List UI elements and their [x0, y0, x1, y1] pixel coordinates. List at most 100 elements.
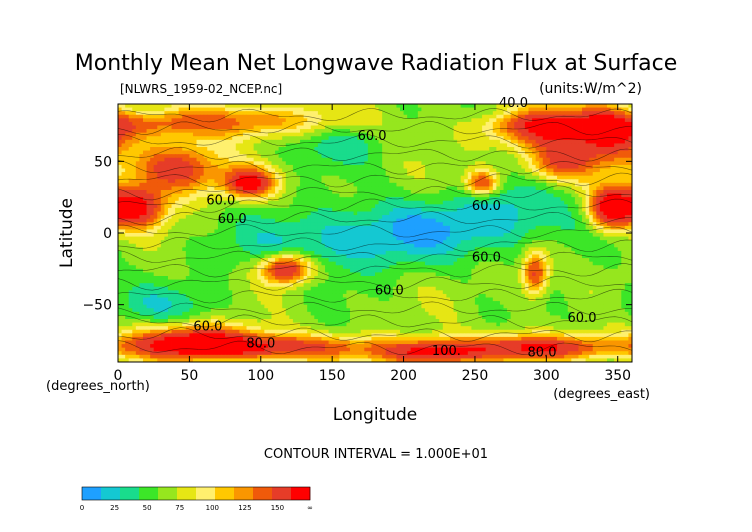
field-cell: [282, 190, 287, 194]
field-cell: [453, 204, 458, 209]
field-cell: [246, 222, 251, 227]
field-cell: [135, 125, 140, 130]
field-cell: [332, 218, 337, 223]
field-cell: [571, 182, 576, 187]
field-cell: [325, 179, 329, 184]
field-cell: [325, 136, 329, 141]
field-cell: [432, 150, 437, 155]
field-cell: [607, 150, 611, 155]
field-cell: [232, 129, 237, 134]
field-cell: [332, 114, 337, 119]
field-cell: [464, 204, 469, 209]
field-cell: [157, 200, 162, 205]
field-cell: [118, 154, 122, 159]
field-cell: [353, 193, 358, 198]
field-cell: [510, 104, 515, 108]
field-cell: [460, 147, 465, 151]
field-cell: [382, 129, 387, 134]
field-cell: [350, 222, 354, 227]
field-cell: [246, 143, 251, 148]
field-cell: [350, 132, 354, 137]
field-cell: [260, 211, 265, 216]
field-cell: [350, 190, 354, 194]
field-cell: [139, 179, 144, 184]
field-cell: [592, 129, 597, 134]
field-cell: [410, 190, 415, 194]
field-cell: [403, 222, 408, 227]
field-cell: [346, 125, 351, 130]
field-cell: [196, 182, 201, 187]
field-cell: [446, 154, 451, 159]
field-cell: [210, 150, 215, 155]
field-cell: [250, 143, 255, 148]
field-cell: [235, 114, 240, 119]
field-cell: [542, 186, 547, 191]
field-cell: [160, 168, 165, 173]
field-cell: [221, 147, 226, 151]
field-cell: [342, 125, 347, 130]
field-cell: [449, 200, 454, 205]
field-cell: [189, 147, 194, 151]
field-cell: [339, 104, 344, 108]
field-cell: [228, 121, 233, 126]
field-cell: [478, 125, 483, 130]
field-cell: [217, 104, 222, 108]
field-cell: [232, 111, 237, 116]
field-cell: [628, 114, 632, 119]
field-cell: [539, 222, 544, 227]
field-cell: [549, 168, 554, 173]
field-cell: [260, 143, 265, 148]
field-cell: [428, 150, 433, 155]
field-cell: [557, 143, 562, 148]
field-cell: [342, 204, 347, 209]
field-cell: [621, 143, 626, 148]
field-cell: [160, 186, 165, 191]
field-cell: [378, 121, 383, 126]
field-cell: [353, 136, 358, 141]
field-cell: [357, 147, 362, 151]
field-cell: [367, 139, 372, 144]
field-cell: [350, 175, 354, 180]
field-cell: [474, 215, 479, 220]
field-cell: [314, 175, 319, 180]
field-cell: [482, 125, 487, 130]
field-cell: [592, 222, 597, 227]
field-cell: [542, 197, 547, 202]
field-cell: [267, 121, 272, 126]
field-cell: [167, 211, 172, 216]
field-cell: [503, 218, 508, 223]
field-cell: [353, 182, 358, 187]
field-cell: [125, 161, 130, 166]
field-cell: [167, 150, 172, 155]
field-cell: [335, 193, 340, 198]
field-cell: [421, 211, 426, 216]
field-cell: [228, 207, 233, 212]
field-cell: [250, 193, 255, 198]
field-cell: [496, 168, 501, 173]
field-cell: [160, 139, 165, 144]
field-cell: [403, 164, 408, 169]
field-cell: [585, 147, 590, 151]
field-cell: [246, 200, 251, 205]
field-cell: [607, 161, 611, 166]
field-cell: [428, 179, 433, 184]
field-cell: [607, 215, 611, 220]
field-cell: [210, 168, 215, 173]
field-cell: [189, 175, 194, 180]
field-cell: [350, 143, 354, 148]
field-cell: [610, 207, 615, 212]
field-cell: [599, 125, 604, 130]
field-cell: [553, 175, 558, 180]
field-cell: [592, 125, 597, 130]
field-cell: [435, 211, 440, 216]
field-cell: [118, 182, 122, 187]
field-cell: [628, 161, 632, 166]
field-cell: [389, 132, 394, 137]
field-cell: [414, 182, 419, 187]
field-cell: [614, 211, 619, 216]
field-cell: [489, 172, 494, 177]
field-cell: [282, 179, 287, 184]
field-cell: [267, 225, 272, 230]
field-cell: [221, 132, 226, 137]
field-cell: [278, 164, 283, 169]
